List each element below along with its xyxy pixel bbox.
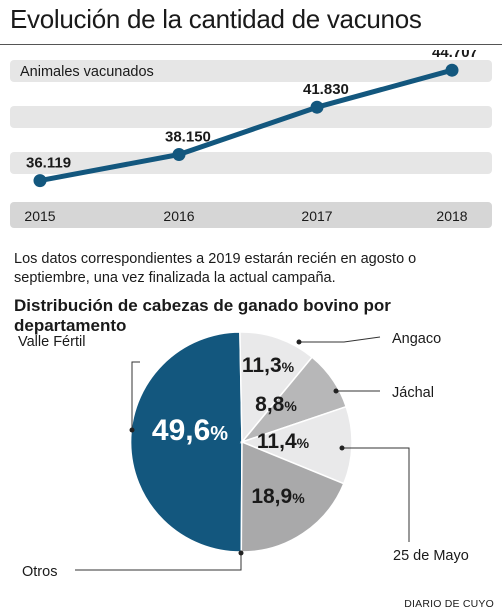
pie-slice	[129, 331, 243, 553]
data-point	[445, 63, 459, 77]
slice-category-label: Otros	[22, 564, 57, 580]
slice-value-label: 11,3%	[242, 354, 295, 377]
leader-dot	[333, 388, 339, 394]
grid-band	[10, 152, 492, 174]
leader-line	[75, 553, 242, 571]
pie-chart: 49,6% 11,3% 8,8% 11,4% 18,9% Valle Fértil Ang…	[18, 331, 469, 580]
data-point	[310, 100, 324, 114]
data-point	[33, 174, 47, 188]
x-tick-label: 2016	[163, 208, 194, 224]
x-tick-label: 2017	[301, 208, 332, 224]
leader-line	[299, 336, 381, 343]
grid-band	[10, 106, 492, 128]
line-chart: Animales vacunados 2015 2016 2017 2018 36.1…	[10, 50, 492, 228]
x-tick-label: 2018	[436, 208, 467, 224]
leader-dot	[339, 445, 345, 451]
slice-category-label: Jáchal	[392, 385, 434, 401]
slice-category-label: 25 de Mayo	[393, 548, 469, 564]
pie-slice	[240, 440, 345, 553]
pie-slice	[239, 331, 314, 445]
series-label: Animales vacunados	[20, 64, 154, 80]
slice-category-label: Angaco	[392, 331, 441, 347]
data-label: 36.119	[26, 155, 71, 172]
data-label: 44.707	[432, 50, 478, 61]
leader-dot	[238, 550, 244, 556]
grid-band	[10, 60, 492, 82]
footnote: Los datos correspondientes a 2019 estará…	[14, 251, 417, 286]
page-title: Evolución de la cantidad de vacunos	[10, 4, 422, 34]
data-point	[172, 148, 186, 161]
leader-dot	[129, 427, 135, 433]
leader-line	[131, 361, 140, 430]
leader-line	[342, 447, 410, 542]
x-axis-band	[10, 202, 492, 228]
slice-value-label: 18,9%	[251, 485, 305, 508]
leader-dot	[296, 339, 302, 345]
data-label: 41.830	[303, 81, 349, 98]
slice-category-label: Valle Fértil	[18, 334, 85, 350]
slice-value-label: 49,6%	[152, 414, 228, 447]
slice-value-label: 11,4%	[257, 430, 310, 453]
title-divider	[0, 44, 502, 45]
pie-slice	[239, 405, 353, 485]
series-line	[39, 67, 453, 184]
x-tick-label: 2015	[24, 208, 55, 224]
slice-value-label: 8,8%	[255, 393, 297, 416]
source-credit: DIARIO DE CUYO	[404, 598, 494, 610]
data-label: 38.150	[165, 129, 211, 146]
pie-chart-title: Distribución de cabezas de ganado bovino…	[14, 296, 391, 335]
